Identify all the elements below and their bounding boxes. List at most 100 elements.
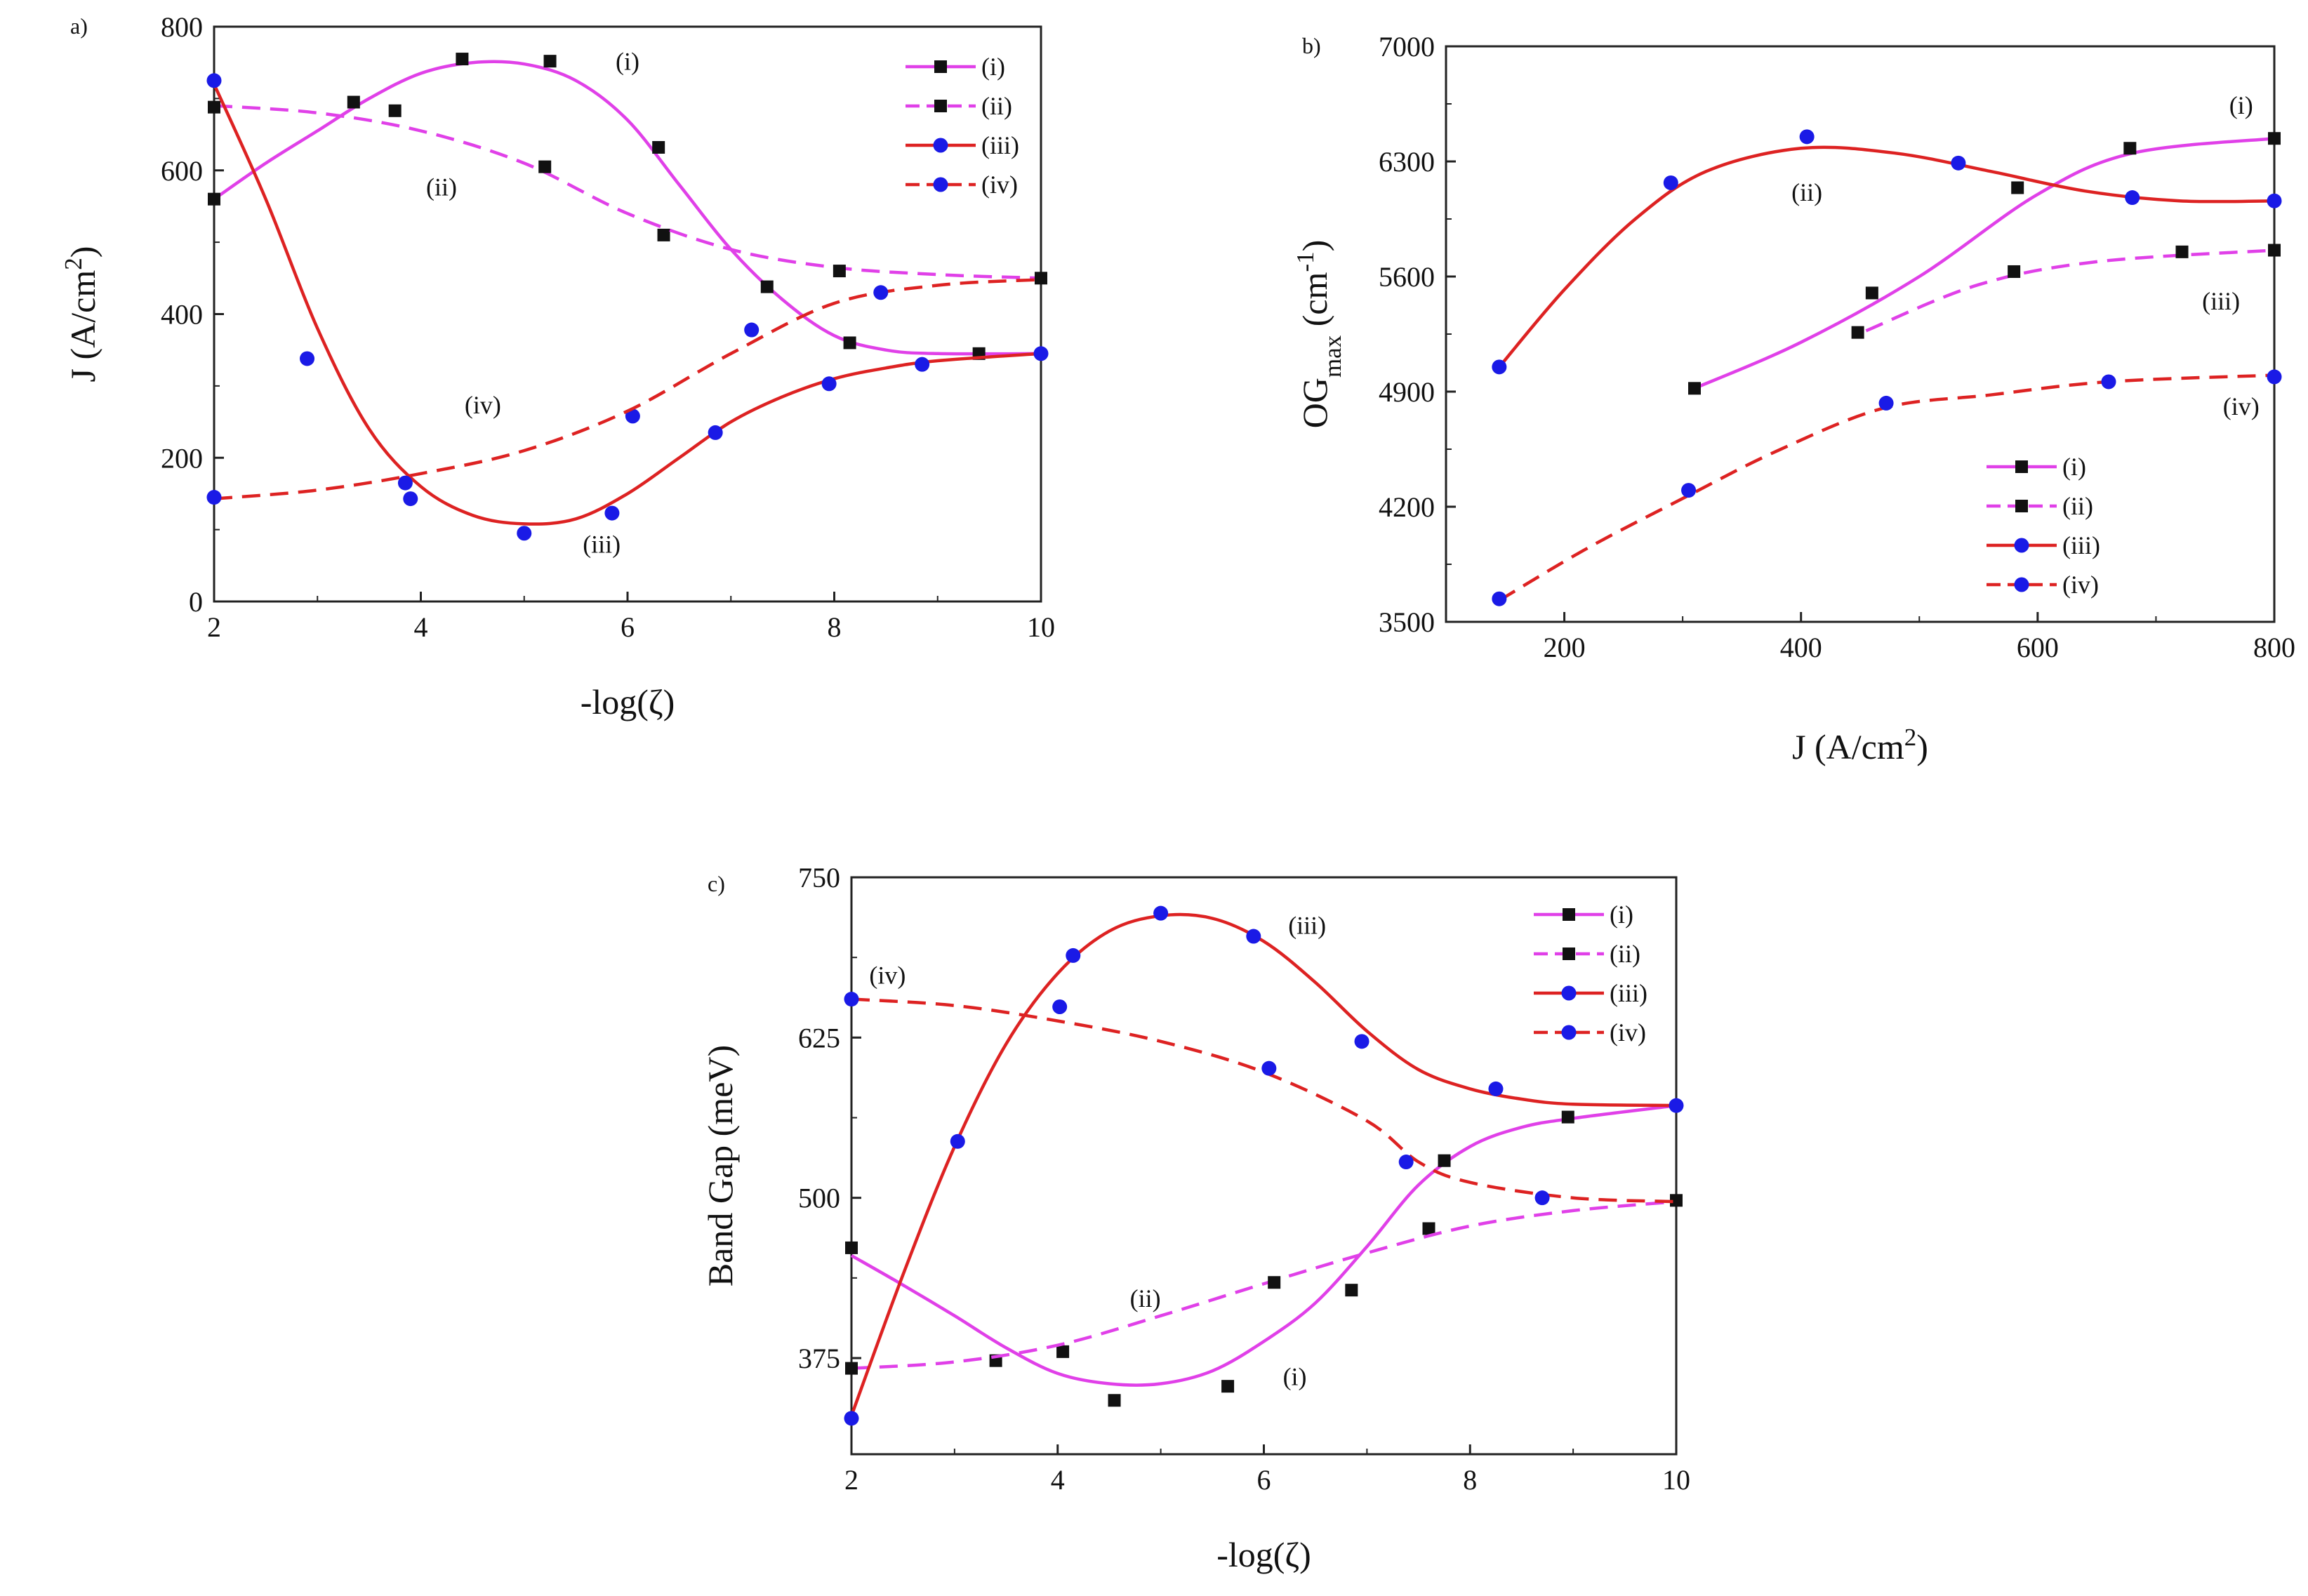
x-tick-label: 2 xyxy=(207,611,221,643)
legend-marker xyxy=(933,177,948,192)
data-point xyxy=(1534,1190,1550,1206)
data-point xyxy=(657,228,670,241)
curve-label: (iv) xyxy=(465,391,501,419)
data-point xyxy=(1268,1276,1281,1289)
data-point xyxy=(844,992,859,1007)
data-point xyxy=(915,357,930,372)
data-point xyxy=(604,505,620,521)
data-point xyxy=(1035,272,1047,285)
data-point xyxy=(1438,1154,1451,1167)
series-4: (iv) xyxy=(206,278,1042,505)
x-tick-label: 10 xyxy=(1027,611,1055,643)
plot-frame-a xyxy=(213,25,1042,603)
panel-label: c) xyxy=(708,871,725,896)
data-point xyxy=(1345,1284,1358,1297)
y-tick-label: 200 xyxy=(161,442,203,474)
data-point xyxy=(845,1362,858,1375)
data-point xyxy=(1670,1194,1683,1207)
data-point xyxy=(821,376,837,392)
legend-label: (i) xyxy=(1610,900,1633,929)
series-line xyxy=(213,104,1042,280)
series-3: (iii) xyxy=(844,905,1684,1426)
data-point xyxy=(1851,326,1864,339)
data-point xyxy=(845,1241,858,1254)
data-point xyxy=(543,55,557,68)
y-axis-title: J (A/cm2) xyxy=(60,246,103,383)
data-point xyxy=(950,1133,965,1149)
data-point xyxy=(208,192,220,206)
legend-label: (iii) xyxy=(1610,979,1647,1007)
curve-label: (i) xyxy=(2229,91,2253,119)
data-point xyxy=(1354,1034,1369,1049)
legend-marker xyxy=(933,138,948,153)
data-point xyxy=(206,73,222,88)
panel-label: a) xyxy=(70,13,88,39)
x-tick-label: 10 xyxy=(1662,1464,1690,1496)
legend-label: (i) xyxy=(981,53,1005,81)
legend-marker xyxy=(1561,1025,1577,1040)
series-1: (i) xyxy=(208,47,1042,360)
data-point xyxy=(2125,190,2140,206)
data-point xyxy=(760,280,774,293)
x-axis-title: -log(ζ) xyxy=(581,682,675,721)
data-point xyxy=(708,425,723,440)
data-point xyxy=(2175,245,2189,258)
y-axis-title: OGmax (cm-1) xyxy=(1292,240,1346,429)
y-tick-label: 6300 xyxy=(1379,146,1435,178)
series-line xyxy=(213,278,1042,500)
data-point xyxy=(1261,1060,1277,1076)
curve-label: (ii) xyxy=(426,173,457,201)
x-tick-label: 4 xyxy=(414,611,428,643)
legend-label: (ii) xyxy=(2062,492,2093,520)
data-point xyxy=(2267,193,2282,208)
data-point xyxy=(625,408,640,424)
series-line xyxy=(1498,145,2275,368)
data-point xyxy=(833,265,846,278)
legend-label: (ii) xyxy=(981,92,1012,120)
series-line xyxy=(850,1103,1677,1387)
data-point xyxy=(1681,483,1697,498)
data-point xyxy=(844,1411,859,1426)
data-point xyxy=(1052,999,1068,1014)
data-point xyxy=(1488,1081,1504,1096)
x-axis-title: -log(ζ) xyxy=(1216,1535,1311,1574)
data-point xyxy=(1492,359,1507,375)
series-3: (iii) xyxy=(206,73,1049,558)
data-point xyxy=(744,322,760,338)
legend-marker xyxy=(2015,460,2028,473)
x-tick-label: 8 xyxy=(828,611,842,643)
series-line xyxy=(1865,248,2275,333)
x-tick-label: 6 xyxy=(621,611,635,643)
data-point xyxy=(2008,265,2021,278)
data-point xyxy=(456,53,469,66)
data-point xyxy=(1056,1345,1070,1358)
data-point xyxy=(652,140,665,154)
series-line xyxy=(212,83,1042,526)
data-point xyxy=(2123,142,2137,155)
curve-label: (ii) xyxy=(1130,1284,1161,1312)
data-point xyxy=(1221,1380,1235,1393)
curve-label: (ii) xyxy=(1791,178,1822,206)
curve-label: (i) xyxy=(616,47,639,75)
data-point xyxy=(300,351,315,366)
x-tick-label: 2 xyxy=(844,1464,858,1496)
series-1: (i) xyxy=(845,1103,1677,1407)
data-point xyxy=(1398,1155,1414,1170)
y-tick-label: 400 xyxy=(161,299,203,331)
x-tick-label: 8 xyxy=(1463,1464,1477,1496)
data-point xyxy=(1669,1098,1684,1113)
y-axis-title: Band Gap (meV) xyxy=(701,1045,740,1286)
data-point xyxy=(538,160,552,173)
panel-label: b) xyxy=(1302,33,1321,58)
y-tick-label: 625 xyxy=(798,1022,840,1053)
data-point xyxy=(1561,1110,1574,1124)
curve-label: (iii) xyxy=(2202,287,2240,315)
data-point xyxy=(1492,591,1507,606)
x-tick-label: 4 xyxy=(1051,1464,1065,1496)
legend-label: (iv) xyxy=(2062,571,2099,599)
y-tick-label: 4200 xyxy=(1379,491,1435,523)
y-tick-label: 3500 xyxy=(1379,606,1435,638)
legend-marker xyxy=(1563,947,1575,960)
data-point xyxy=(397,475,413,491)
